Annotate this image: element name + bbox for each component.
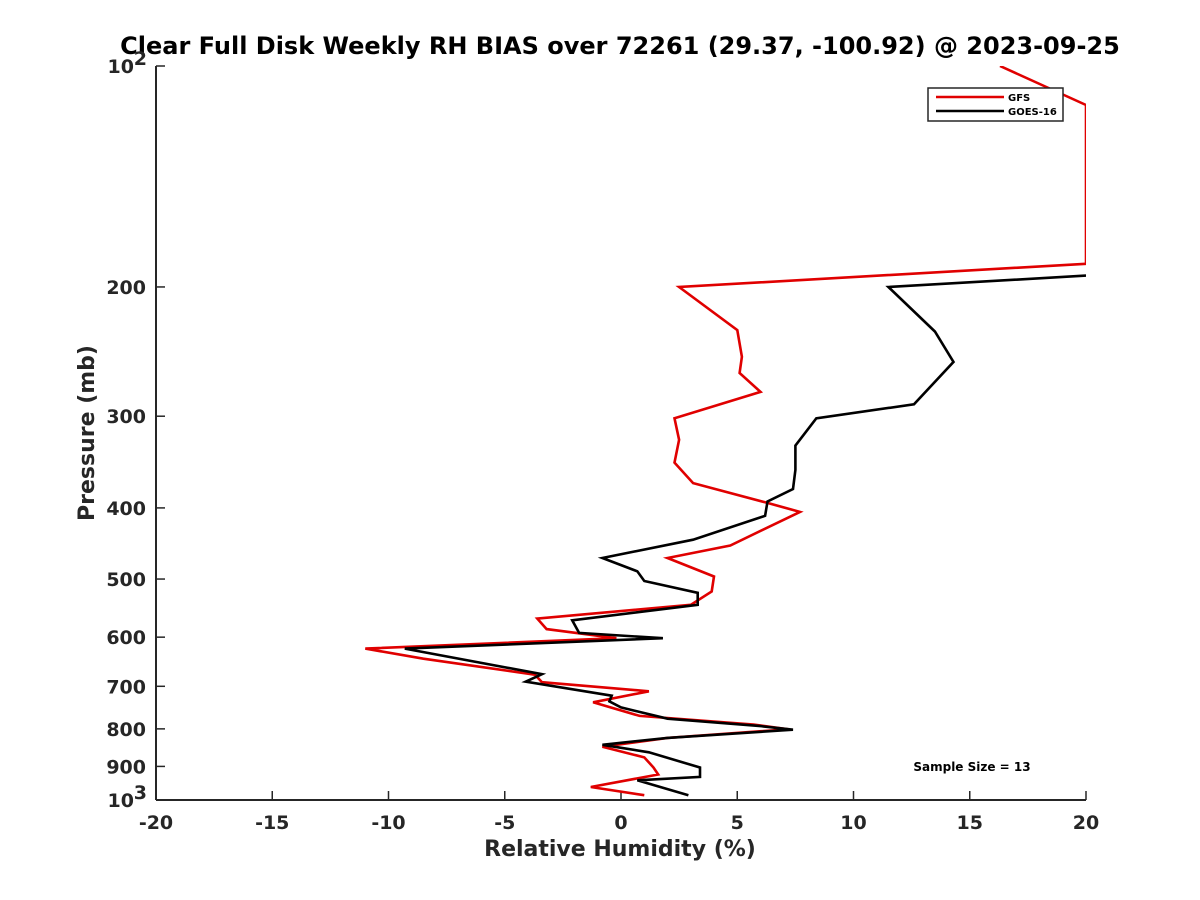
x-tick-label: 20 — [1073, 812, 1099, 834]
y-tick-label: 400 — [106, 498, 146, 520]
series-line-gfs — [365, 66, 1086, 797]
y-tick-exponent: 2 — [134, 48, 147, 70]
series-line-goes16 — [404, 274, 1086, 797]
y-tick-label: 10 — [108, 56, 134, 78]
y-tick-label: 10 — [108, 790, 134, 812]
y-tick-label: 500 — [106, 569, 146, 591]
y-tick-exponent: 3 — [134, 782, 147, 804]
sample-size-annotation: Sample Size = 13 — [913, 760, 1030, 774]
y-tick-label: 800 — [106, 719, 146, 741]
x-tick-label: 10 — [840, 812, 866, 834]
x-tick-label: 5 — [731, 812, 744, 834]
axes — [155, 66, 1086, 801]
x-tick-label: -10 — [371, 812, 405, 834]
series-lines — [365, 66, 1086, 797]
chart-title: Clear Full Disk Weekly RH BIAS over 7226… — [120, 32, 1120, 60]
tick-marks — [155, 65, 1087, 801]
y-tick-label: 900 — [106, 756, 146, 778]
y-tick-label: 700 — [106, 676, 146, 698]
legend-box — [927, 87, 1064, 122]
x-tick-label: 0 — [614, 812, 627, 834]
y-tick-label: 300 — [106, 406, 146, 428]
legend-label-goes16: GOES-16 — [1008, 107, 1057, 118]
y-axis-label: Pressure (mb) — [75, 345, 100, 521]
legend-label-gfs: GFS — [1008, 93, 1030, 104]
y-tick-label: 200 — [106, 277, 146, 299]
x-tick-label: 15 — [957, 812, 983, 834]
y-tick-label: 600 — [106, 627, 146, 649]
x-tick-label: -15 — [255, 812, 289, 834]
x-tick-label: -20 — [139, 812, 173, 834]
legend: GFS GOES-16 — [927, 87, 1064, 122]
x-tick-label: -5 — [494, 812, 515, 834]
x-tick-labels: -20 -15 -10 -5 0 5 10 15 20 — [139, 812, 1099, 834]
x-axis-label: Relative Humidity (%) — [484, 837, 756, 862]
